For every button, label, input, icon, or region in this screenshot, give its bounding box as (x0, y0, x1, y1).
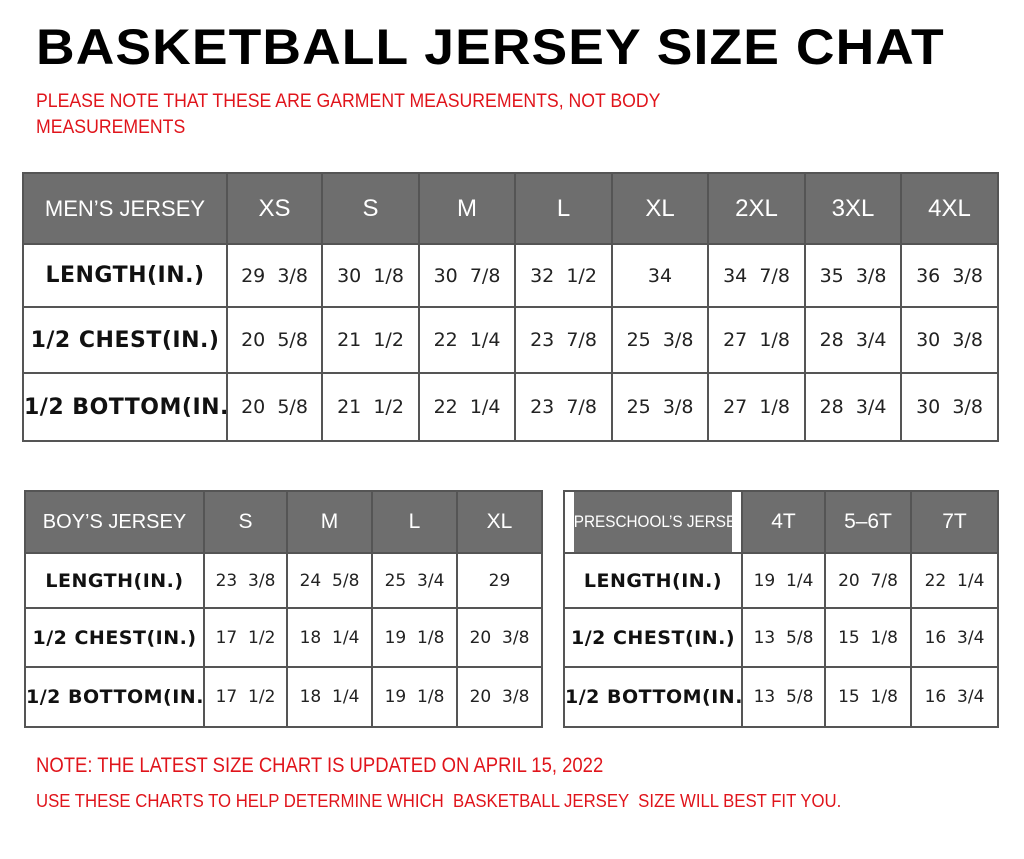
measurement-value: 22 1/4 (910, 552, 999, 609)
measurement-value: 35 3/8 (804, 243, 902, 308)
measurement-label: LENGTH(IN.) (24, 552, 205, 609)
measurement-label: LENGTH(IN.) (22, 243, 228, 308)
size-header: XL (611, 172, 709, 245)
size-header: L (514, 172, 613, 245)
measurement-label: LENGTH(IN.) (563, 552, 743, 609)
measurement-value: 23 7/8 (514, 306, 613, 374)
table-row: 1/2 BOTTOM(IN.) 17 1/2 18 1/4 19 1/8 20 3/8 (24, 666, 543, 728)
measurement-value: 34 7/8 (707, 243, 806, 308)
table-row: 1/2 CHEST(IN.) 13 5/8 15 1/8 16 3/4 (563, 607, 999, 668)
table-row: 1/2 CHEST(IN.) 17 1/2 18 1/4 19 1/8 20 3/8 (24, 607, 543, 668)
size-header: 4T (741, 490, 826, 554)
measurement-value: 30 3/8 (900, 372, 999, 442)
measurement-value: 34 (611, 243, 709, 308)
measurement-value: 20 7/8 (824, 552, 912, 609)
size-header: 2XL (707, 172, 806, 245)
measurement-value: 28 3/4 (804, 306, 902, 374)
table-row: 1/2 BOTTOM(IN.) 20 5/8 21 1/2 22 1/4 23 7/8 2… (22, 372, 999, 442)
measurement-label: 1/2 BOTTOM(IN.) (24, 666, 205, 728)
measurement-value: 16 3/4 (910, 607, 999, 668)
measurement-value: 24 5/8 (286, 552, 373, 609)
measurement-value: 23 3/8 (203, 552, 288, 609)
size-header: M (418, 172, 516, 245)
measurement-value: 32 1/2 (514, 243, 613, 308)
measurement-value: 29 (456, 552, 543, 609)
size-header: 3XL (804, 172, 902, 245)
table-label: BOY’S JERSEY (24, 490, 205, 554)
size-header: M (286, 490, 373, 554)
measurement-value: 17 1/2 (203, 607, 288, 668)
mens-size-table: MEN’S JERSEY XS S M L XL 2XL 3XL 4XL LENGTH(IN.) 2… (22, 172, 999, 442)
measurement-value: 20 5/8 (226, 306, 323, 374)
table-row: LENGTH(IN.) 29 3/8 30 1/8 30 7/8 32 1/2 34 34 … (22, 243, 999, 308)
table-row: 1/2 CHEST(IN.) 20 5/8 21 1/2 22 1/4 23 7/8 25… (22, 306, 999, 374)
boys-size-table: BOY’S JERSEY S M L XL LENGTH(IN.) 23 3/8 24 5/8… (24, 490, 543, 728)
measurement-value: 17 1/2 (203, 666, 288, 728)
size-header: L (371, 490, 458, 554)
size-header: 5–6T (824, 490, 912, 554)
measurement-value: 25 3/8 (611, 372, 709, 442)
measurement-value: 15 1/8 (824, 607, 912, 668)
size-header: XS (226, 172, 323, 245)
measurement-value: 16 3/4 (910, 666, 999, 728)
measurement-value: 36 3/8 (900, 243, 999, 308)
measurement-value: 19 1/8 (371, 666, 458, 728)
update-note: NOTE: THE LATEST SIZE CHART IS UPDATED O… (36, 754, 604, 777)
size-header: XL (456, 490, 543, 554)
preschool-size-table: PRESCHOOL’S JERSEY 4T 5–6T 7T LENGTH(IN.) 19 … (563, 490, 999, 728)
measurement-value: 25 3/4 (371, 552, 458, 609)
measurement-label: 1/2 CHEST(IN.) (24, 607, 205, 668)
measurement-value: 30 7/8 (418, 243, 516, 308)
measurement-value: 23 7/8 (514, 372, 613, 442)
measurement-value: 20 3/8 (456, 666, 543, 728)
measurement-label: 1/2 CHEST(IN.) (563, 607, 743, 668)
measurement-value: 30 3/8 (900, 306, 999, 374)
measurement-value: 22 1/4 (418, 372, 516, 442)
header-row: BOY’S JERSEY S M L XL (24, 490, 543, 554)
table-row: 1/2 BOTTOM(IN.) 13 5/8 15 1/8 16 3/4 (563, 666, 999, 728)
measurement-value: 27 1/8 (707, 306, 806, 374)
measurement-value: 19 1/4 (741, 552, 826, 609)
measurement-value: 25 3/8 (611, 306, 709, 374)
measurement-value: 27 1/8 (707, 372, 806, 442)
measurement-value: 22 1/4 (418, 306, 516, 374)
measurement-value: 18 1/4 (286, 666, 373, 728)
size-header: 4XL (900, 172, 999, 245)
size-header: S (203, 490, 288, 554)
table-label: MEN’S JERSEY (22, 172, 228, 245)
size-header: 7T (910, 490, 999, 554)
measurement-value: 13 5/8 (741, 666, 826, 728)
measurement-value: 13 5/8 (741, 607, 826, 668)
measurement-value: 29 3/8 (226, 243, 323, 308)
measurement-note: PLEASE NOTE THAT THESE ARE GARMENT MEASU… (36, 91, 661, 138)
measurement-value: 21 1/2 (321, 372, 420, 442)
measurement-label: 1/2 CHEST(IN.) (22, 306, 228, 374)
measurement-value: 20 5/8 (226, 372, 323, 442)
measurement-value: 15 1/8 (824, 666, 912, 728)
size-header: S (321, 172, 420, 245)
table-row: LENGTH(IN.) 23 3/8 24 5/8 25 3/4 29 (24, 552, 543, 609)
measurement-value: 19 1/8 (371, 607, 458, 668)
measurement-value: 30 1/8 (321, 243, 420, 308)
measurement-value: 18 1/4 (286, 607, 373, 668)
measurement-value: 28 3/4 (804, 372, 902, 442)
header-row: MEN’S JERSEY XS S M L XL 2XL 3XL 4XL (22, 172, 999, 245)
usage-note: USE THESE CHARTS TO HELP DETERMINE WHICH… (36, 791, 842, 811)
measurement-value: 20 3/8 (456, 607, 543, 668)
table-label: PRESCHOOL’S JERSEY (572, 490, 734, 554)
header-row: PRESCHOOL’S JERSEY 4T 5–6T 7T (564, 490, 999, 554)
measurement-label: 1/2 BOTTOM(IN.) (22, 372, 228, 442)
page-title: BASKETBALL JERSEY SIZE CHAT (36, 19, 945, 75)
table-row: LENGTH(IN.) 19 1/4 20 7/8 22 1/4 (563, 552, 999, 609)
measurement-value: 21 1/2 (321, 306, 420, 374)
measurement-label: 1/2 BOTTOM(IN.) (563, 666, 743, 728)
